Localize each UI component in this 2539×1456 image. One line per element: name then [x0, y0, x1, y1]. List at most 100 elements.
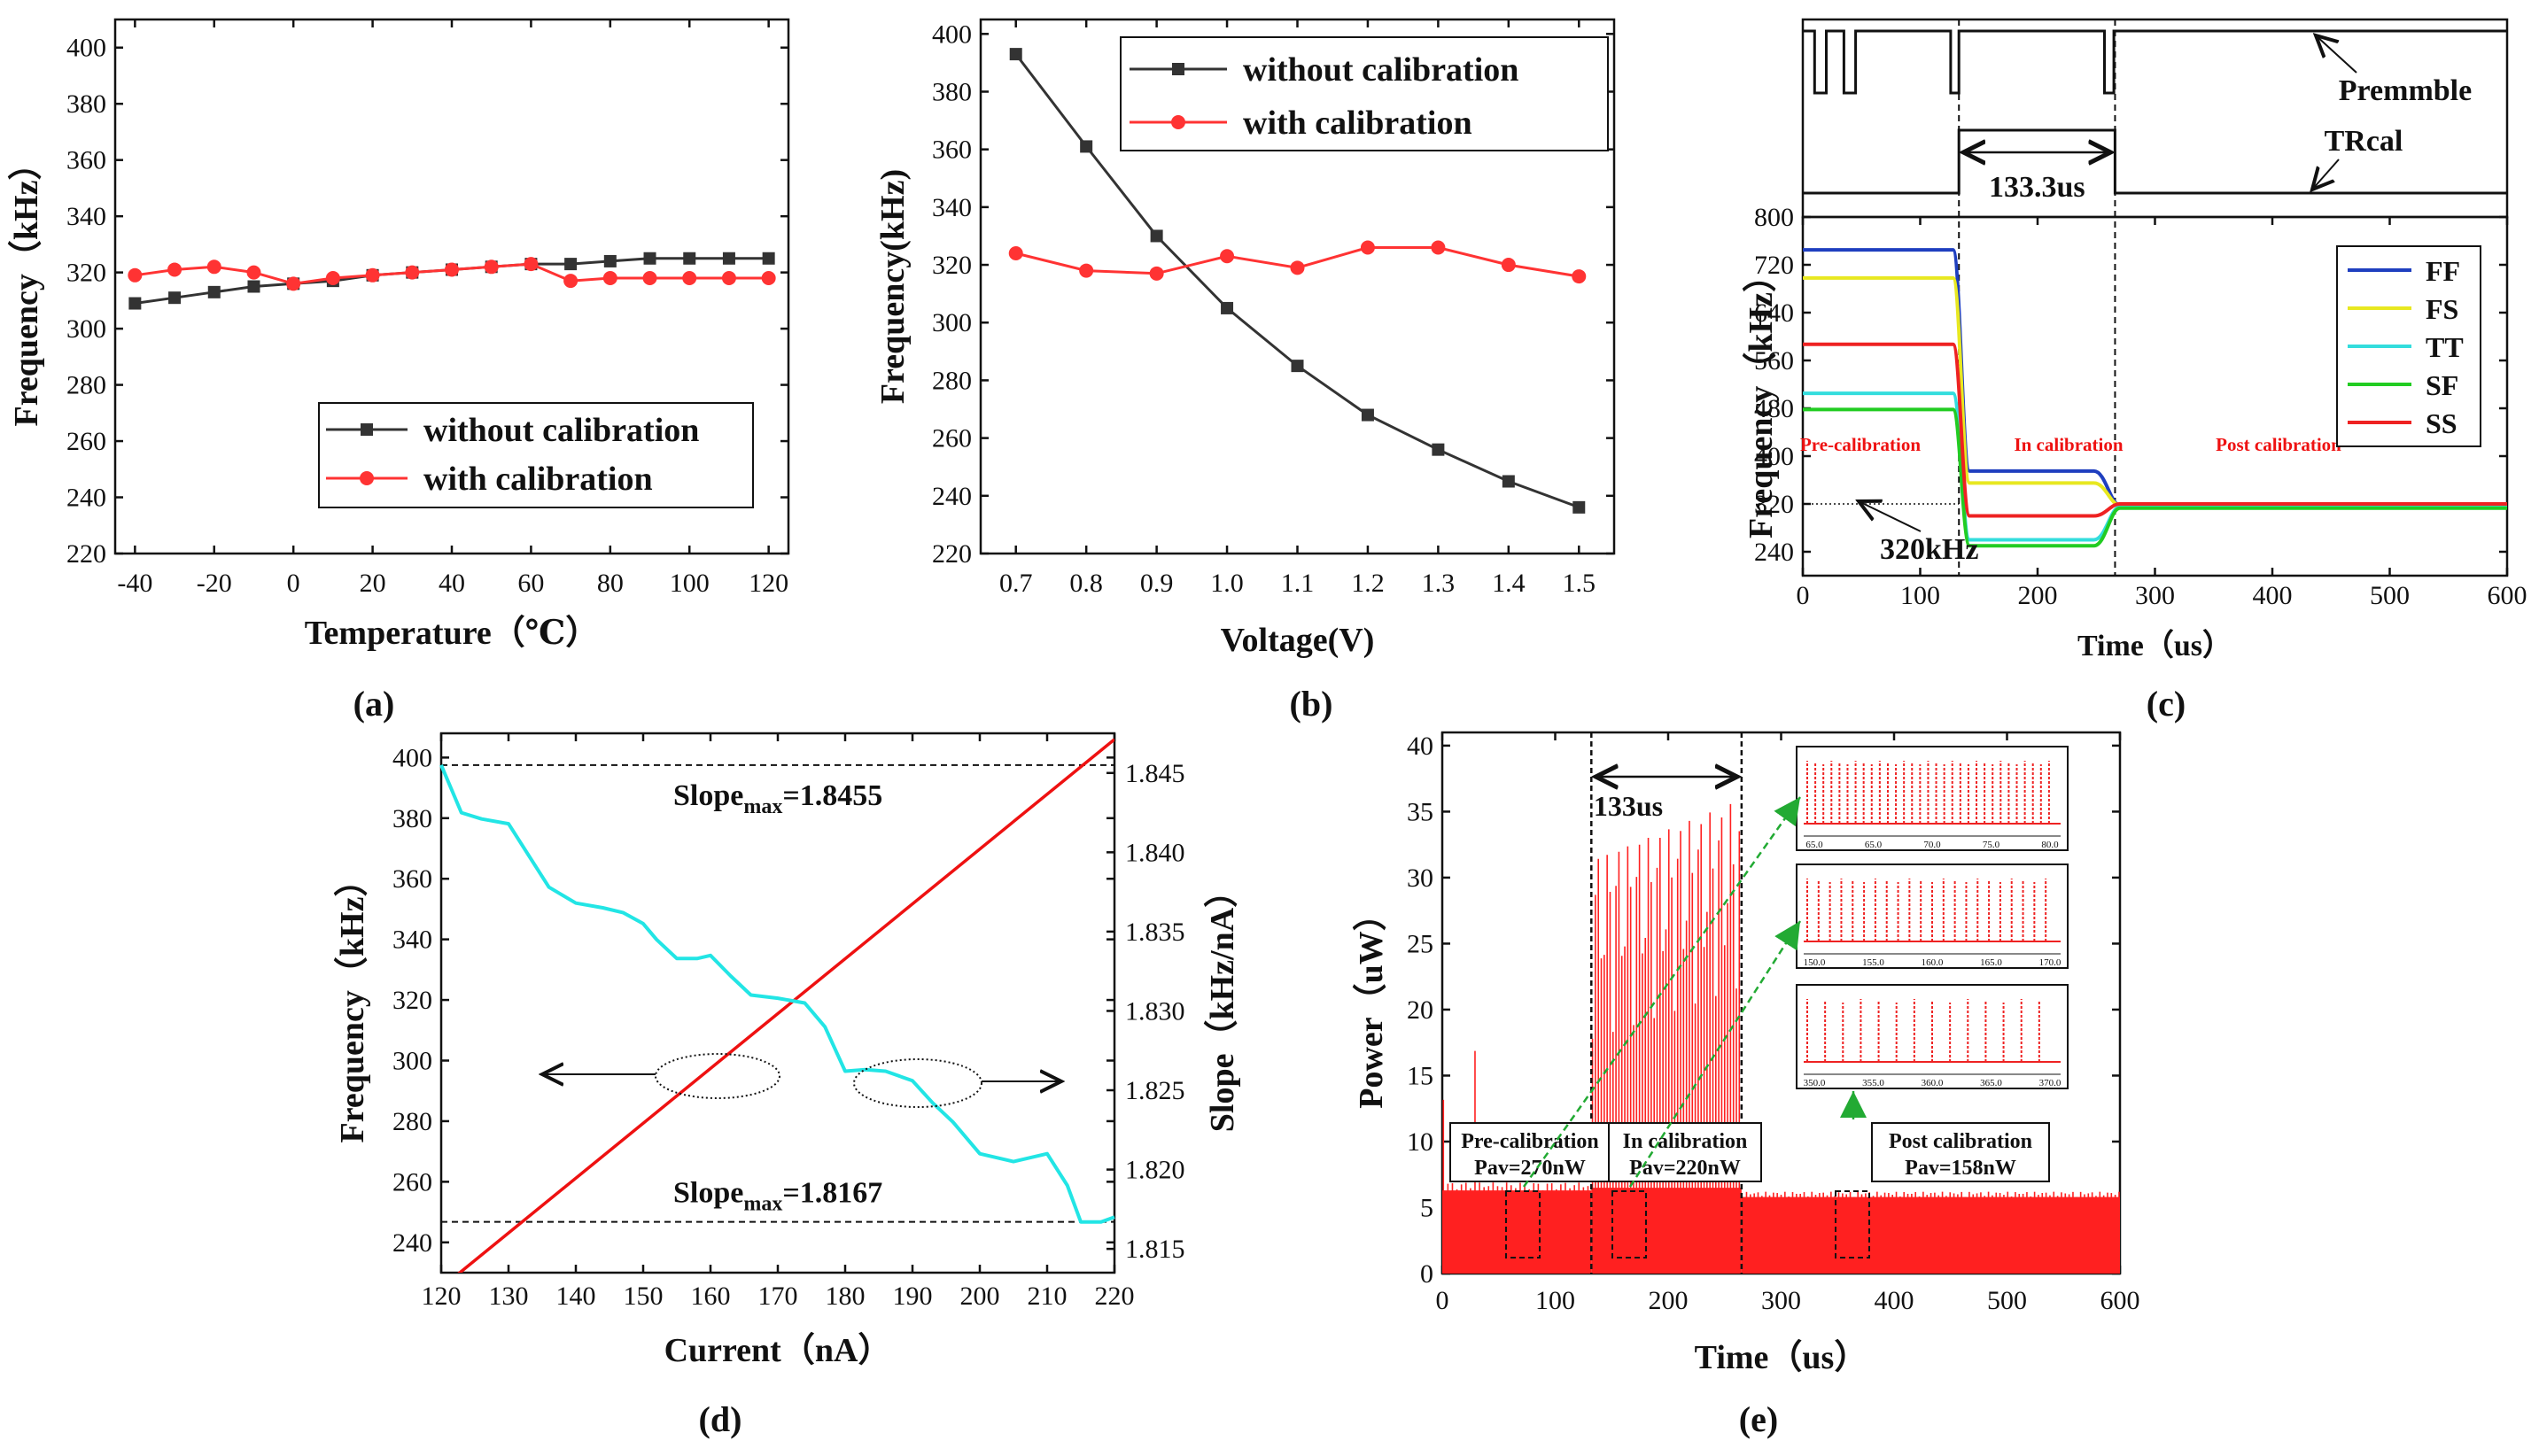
x-tick-label: 200: [2018, 581, 2058, 610]
x-tick-label: 190: [893, 1282, 933, 1311]
x-tick-label: 500: [1987, 1286, 2027, 1315]
y-tick-label: 300: [392, 1047, 432, 1076]
x-tick-label: 1.3: [1422, 569, 1456, 598]
trcal-signal: [1803, 128, 2507, 195]
x-tick-label: 40: [439, 569, 465, 598]
y-tick-label: 320: [1754, 490, 1794, 519]
slope-min-label: Slopemax=1.8167: [673, 1177, 882, 1216]
x-tick-label: 600: [2488, 581, 2527, 610]
data-point: [1431, 240, 1446, 255]
data-point: [1079, 263, 1094, 278]
x-tick-label: 0.7: [999, 569, 1033, 598]
panel-a-chart: -40 -20 0 20 40 60 80 100 120 220 240 260 280 300 320 3…: [8, 18, 790, 724]
phase-label: Post calibration: [2216, 434, 2341, 455]
x-tick-label: 0.9: [1140, 569, 1174, 598]
annotation-box: [1449, 1122, 1611, 1182]
data-point: [1572, 269, 1587, 284]
y-tick-label: 320: [932, 251, 972, 280]
inset-frame: [1796, 746, 2069, 851]
y2-tick-label: 1.845: [1125, 759, 1185, 788]
power-baseline: [1442, 1190, 1592, 1274]
data-point: [207, 285, 221, 298]
panel-d-chart: 120 130 140 150 160 170 180 190 200 210 220 240 260 2…: [334, 732, 1241, 1439]
x-axis-label: Current（nA）: [664, 1332, 892, 1369]
y-tick-label: 340: [66, 202, 106, 231]
y-axis-label: Power（uW）: [1353, 897, 1390, 1109]
y2-tick-label: 1.825: [1125, 1076, 1185, 1105]
x-tick-label: 120: [422, 1282, 462, 1311]
zoom-region: [1611, 1190, 1647, 1259]
legend-entry: with calibration: [1243, 105, 1472, 142]
annotation-box: [1871, 1122, 2050, 1182]
y-tick-label: 260: [932, 424, 972, 453]
y-tick-label: 35: [1407, 797, 1433, 826]
y-tick-label: 300: [932, 308, 972, 337]
data-point: [246, 265, 261, 280]
x-tick-label: 170: [758, 1282, 798, 1311]
trcal-pointer: [2312, 159, 2340, 190]
x-tick-label: 300: [2135, 581, 2175, 610]
annotation-box: [1608, 1122, 1762, 1182]
x-tick-label: 500: [2370, 581, 2410, 610]
data-point: [602, 270, 617, 285]
timing-frame: [1801, 18, 2509, 219]
zoom-arrow: [1628, 920, 1802, 1188]
inset-tick-label: 80.0: [2041, 840, 2059, 850]
panel-label: (c): [2147, 684, 2186, 724]
data-point: [167, 262, 182, 277]
y-tick-label: 400: [932, 19, 972, 49]
panel-e-chart: 0 100 200 300 400 500 600 0 5 10 15 20 25 30 35 40 133us…: [1353, 731, 2140, 1439]
inset-tick-label: 370.0: [2039, 1078, 2061, 1088]
data-point: [643, 252, 656, 265]
data-point: [642, 270, 657, 285]
inset-tick-label: 65.0: [1865, 840, 1883, 850]
data-point: [128, 267, 143, 283]
inset-tick-label: 350.0: [1804, 1078, 1826, 1088]
x-tick-label: 100: [670, 569, 710, 598]
y-tick-label: 640: [1754, 298, 1794, 328]
data-point: [1501, 258, 1516, 273]
data-point: [721, 270, 736, 285]
y-tick-label: 380: [392, 804, 432, 833]
x-axis-label: Temperature（℃）: [305, 615, 600, 652]
inset-3: 350.0 355.0 360.0 365.0 370.0: [1796, 984, 2069, 1089]
x-tick-label: 1.4: [1492, 569, 1526, 598]
y-tick-label: 20: [1407, 995, 1433, 1025]
inset-tick-label: 165.0: [1980, 957, 2002, 968]
phase-label: Pre-calibration: [1800, 434, 1921, 455]
x-tick-label: 200: [960, 1282, 1000, 1311]
y-tick-label: 560: [1754, 346, 1794, 376]
power-spikes: [1442, 803, 2120, 1274]
x-tick-label: 0: [1797, 581, 1810, 610]
panel-label: (b): [1290, 684, 1333, 724]
y2-tick-label: 1.835: [1125, 918, 1185, 947]
trace-SF: [1803, 407, 2507, 548]
x-tick-label: 180: [826, 1282, 866, 1311]
x-tick-label: 80: [597, 569, 624, 598]
x-tick-label: -40: [117, 569, 152, 598]
x-tick-label: 300: [1761, 1286, 1801, 1315]
inset-2: 150.0 155.0 160.0 165.0 170.0: [1796, 864, 2069, 969]
annotation-title: In calibration: [1623, 1130, 1748, 1153]
series-line-frequency: [457, 738, 1114, 1273]
y-axis-label: Frequency（kHz）: [334, 864, 371, 1143]
slope-max-label: Slopemax=1.8455: [673, 779, 882, 818]
x-tick-label: 100: [1535, 1286, 1575, 1315]
data-point: [524, 257, 539, 272]
data-point: [1572, 500, 1586, 514]
data-point: [1502, 475, 1515, 488]
panel-b-chart: 0.7 0.8 0.9 1.0 1.1 1.2 1.3 1.4 1.5 220 240 260 280 3…: [874, 18, 1616, 724]
x-tick-label: 210: [1028, 1282, 1068, 1311]
x-tick-label: 0: [1436, 1286, 1449, 1315]
zoom-region: [1835, 1190, 1870, 1259]
legend-entry: TT: [2426, 331, 2464, 363]
panel-label: (e): [1739, 1399, 1778, 1439]
x-tick-label: 400: [2253, 581, 2293, 610]
y-tick-label: 0: [1420, 1259, 1433, 1289]
data-point: [564, 258, 578, 271]
data-point: [1149, 266, 1164, 281]
y-tick-label: 320: [66, 259, 106, 288]
y2-tick-label: 1.820: [1125, 1156, 1185, 1185]
timing-width-label: 133.3us: [1989, 171, 2085, 204]
